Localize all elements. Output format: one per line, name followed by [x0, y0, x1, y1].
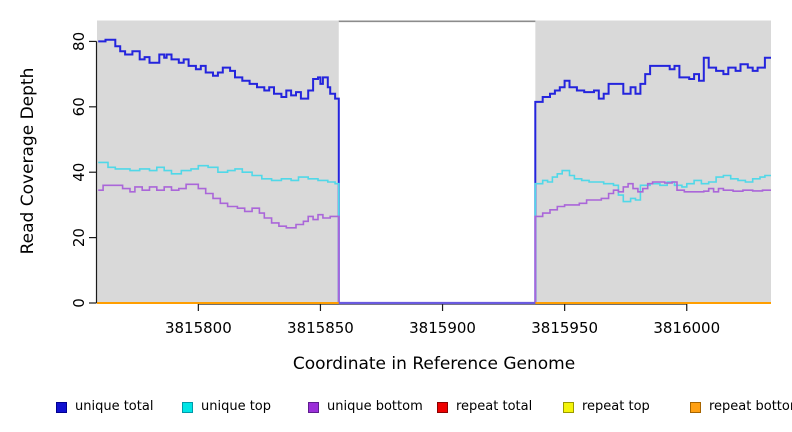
- legend-label: repeat top: [582, 399, 650, 414]
- legend-swatch: [690, 401, 701, 413]
- x-tick-label: 3815800: [165, 319, 232, 337]
- legend-item-repeat-bottom: repeat bottom: [690, 399, 792, 415]
- series-unique-total-line: [98, 38, 771, 304]
- y-tick-label: 40: [70, 163, 88, 182]
- series-unique-top-line: [98, 161, 771, 304]
- legend-swatch: [182, 401, 193, 413]
- legend-label: repeat bottom: [709, 399, 792, 414]
- legend: unique total unique top unique bottom repea…: [0, 399, 792, 419]
- legend-swatch: [563, 401, 574, 413]
- legend-item-unique-top: unique top: [182, 399, 271, 415]
- legend-label: repeat total: [456, 399, 533, 414]
- legend-item-repeat-top: repeat top: [563, 399, 650, 415]
- legend-item-repeat-total: repeat total: [437, 399, 532, 415]
- x-tick-label: 3815950: [531, 319, 598, 337]
- legend-swatch: [56, 401, 67, 413]
- legend-label: unique total: [75, 399, 154, 414]
- y-axis-title: Read Coverage Depth: [18, 67, 38, 255]
- y-tick-label: 80: [70, 32, 88, 51]
- legend-item-unique-bottom: unique bottom: [308, 399, 423, 415]
- x-tick-label: 3815900: [409, 319, 476, 337]
- legend-label: unique top: [201, 399, 272, 414]
- y-tick-label: 0: [70, 298, 88, 308]
- x-axis-title: Coordinate in Reference Genome: [292, 354, 576, 374]
- x-tick-label: 3815850: [287, 319, 354, 337]
- series-unique-bottom-line: [98, 181, 771, 304]
- legend-label: unique bottom: [327, 399, 423, 414]
- y-tick-label: 20: [70, 228, 88, 247]
- y-tick-label: 60: [70, 97, 88, 116]
- legend-swatch: [308, 401, 319, 413]
- legend-swatch: [437, 401, 448, 413]
- masked-gap-region: [338, 21, 536, 304]
- legend-item-unique-total: unique total: [56, 399, 153, 415]
- x-tick-label: 3816000: [653, 319, 720, 337]
